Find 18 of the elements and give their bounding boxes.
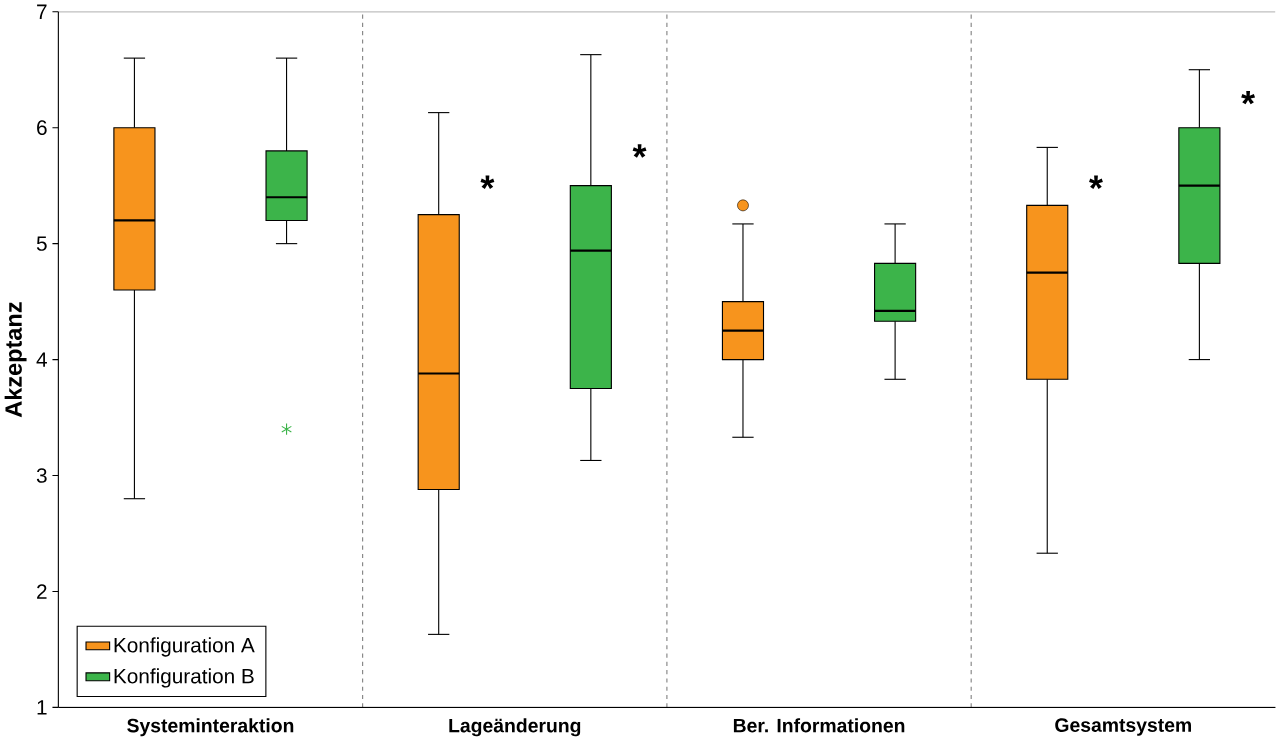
y-tick-label: 3 (36, 468, 47, 483)
y-axis-title: Akzeptanz (4, 302, 27, 418)
annotation: * (632, 144, 647, 158)
y-tick-label: 7 (37, 4, 47, 19)
annotation: * (1089, 175, 1103, 189)
y-tick-label: 4 (36, 352, 47, 367)
legend-label: Konfiguration A (114, 637, 255, 657)
x-tick-label: Systeminteraktion (127, 718, 294, 737)
x-tick-label: Gesamtsystem (1055, 718, 1191, 736)
x-tick-label: Ber. Informationen (733, 718, 905, 733)
y-tick-label: 6 (37, 120, 47, 136)
legend-label: Konfiguration B (114, 668, 254, 688)
y-tick-label: 2 (37, 584, 47, 599)
y-tick-label: 1 (37, 700, 47, 715)
x-tick-label: Lageänderung (449, 718, 581, 737)
annotation: * (480, 175, 495, 189)
annotation: * (1241, 90, 1256, 105)
y-tick-label: 5 (36, 236, 47, 251)
